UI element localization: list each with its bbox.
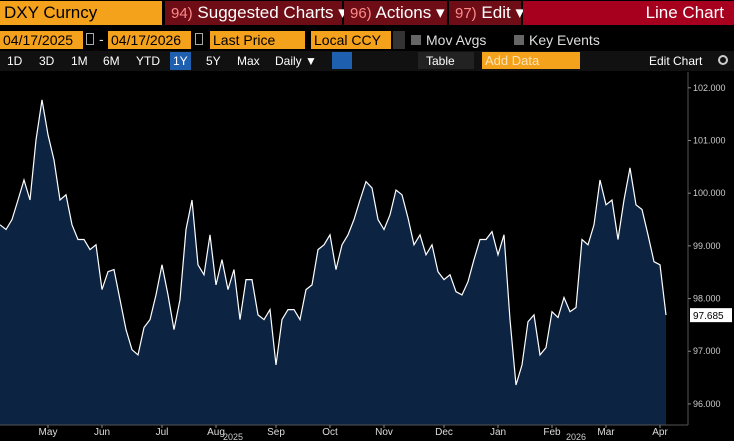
menu-label: Edit ▾ [481, 3, 524, 22]
price-line [0, 99, 667, 386]
y-tick-label: 98.000 [693, 294, 721, 304]
menu-suggested[interactable]: 94) Suggested Charts ▾ [165, 1, 347, 25]
y-tick-label: 101.000 [693, 135, 726, 145]
key-events-label: Key Events [529, 32, 600, 48]
chart-kind: Line Chart [523, 1, 734, 25]
period-button[interactable]: 5Y [206, 54, 221, 68]
x-tick-label: Jun [94, 427, 110, 438]
chart: 96.000 97.000 98.000 99.000 100.000 101.000 10… [0, 72, 732, 441]
dropdown-button[interactable] [393, 31, 405, 49]
year-label: 2025 [223, 432, 243, 441]
period-button[interactable]: 6M [103, 54, 120, 68]
edit-chart-button[interactable]: Edit Chart [649, 54, 703, 68]
y-tick-label: 100.000 [693, 188, 726, 198]
line-icon[interactable] [332, 52, 352, 69]
date-separator: - [99, 31, 104, 47]
mov-avgs-label: Mov Avgs [426, 32, 487, 48]
y-tick-label: 97.000 [693, 346, 721, 356]
checkbox[interactable] [411, 35, 421, 45]
table-button[interactable] [418, 52, 474, 69]
period-button[interactable]: 3D [39, 54, 55, 68]
frequency-select[interactable]: Daily ▼ [275, 54, 317, 68]
menu-edit[interactable]: 97) Edit ▾ [449, 1, 524, 25]
last-value-box [690, 308, 732, 323]
last-value-label: 97.685 [693, 311, 724, 322]
x-tick-label: Apr [652, 427, 668, 438]
year-label: 2026 [566, 432, 586, 441]
x-tick-label: Aug [207, 427, 225, 438]
x-tick-label: Mar [597, 427, 615, 438]
menu-label: Actions ▾ [375, 3, 445, 22]
add-data-input[interactable]: Add Data [482, 52, 580, 69]
ticker-field[interactable]: DXY Curncy [0, 1, 162, 25]
calendar-icon[interactable] [195, 33, 203, 45]
period-button[interactable]: 1M [71, 54, 88, 68]
x-tick-label: Dec [435, 427, 453, 438]
checkbox[interactable] [514, 35, 524, 45]
y-tick-label: 102.000 [693, 83, 726, 93]
start-date[interactable]: 04/17/2025 [0, 31, 83, 49]
end-date[interactable]: 04/17/2026 [108, 31, 191, 49]
currency-select[interactable]: Local CCY [311, 31, 391, 49]
y-tick-label: 96.000 [693, 399, 721, 409]
period-button[interactable]: 1Y [170, 52, 191, 70]
period-button[interactable]: 1D [7, 54, 23, 68]
x-tick-label: Sep [267, 427, 285, 438]
y-tick-label: 99.000 [693, 241, 721, 251]
x-tick-label: Nov [375, 427, 393, 438]
area-fill [0, 99, 666, 426]
x-tick-label: Jul [156, 427, 169, 438]
table-label: Table [426, 54, 455, 68]
calendar-icon[interactable] [86, 33, 94, 45]
field-select[interactable]: Last Price [210, 31, 305, 49]
menu-label: Suggested Charts ▾ [197, 3, 347, 22]
menu-number: 94) [171, 5, 193, 22]
menu-number: 97) [455, 5, 477, 22]
menu-number: 96) [350, 5, 372, 22]
period-button[interactable]: Max [237, 54, 260, 68]
x-tick-label: Jan [490, 427, 506, 438]
menu-actions[interactable]: 96) Actions ▾ [344, 1, 447, 25]
settings-icon[interactable] [718, 55, 728, 65]
x-tick-label: Oct [322, 427, 338, 438]
x-tick-label: Feb [543, 427, 561, 438]
x-tick-label: May [39, 427, 58, 438]
period-button[interactable]: YTD [136, 54, 160, 68]
